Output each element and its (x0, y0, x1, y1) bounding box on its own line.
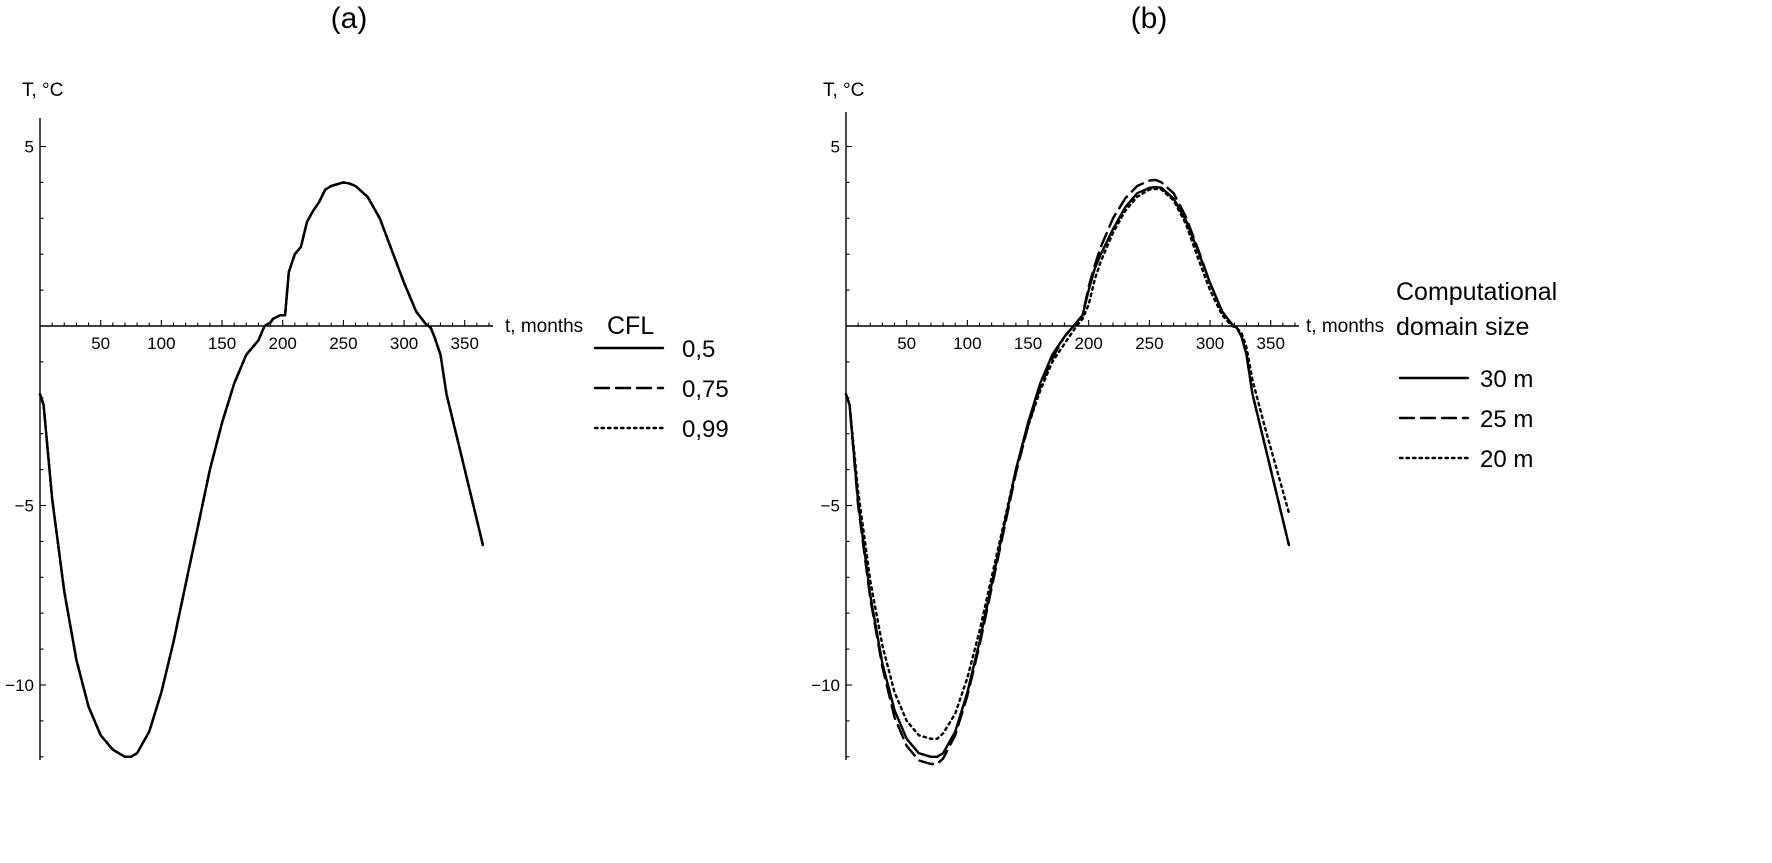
y-tick-label: −10 (811, 676, 840, 695)
legend-label: 25 m (1480, 406, 1533, 433)
panel-label: (b) (1131, 2, 1168, 35)
y-tick-label: −10 (5, 676, 34, 695)
legend-title: domain size (1396, 313, 1529, 341)
legend-label: 30 m (1480, 366, 1533, 393)
series-line-1 (844, 185, 1291, 758)
x-tick-label: 200 (1075, 334, 1103, 353)
legend-label: 0,5 (682, 336, 715, 363)
series-line-2 (38, 181, 485, 758)
chart-b: (b) T, °C 50 100 150 200 250 300 350 t, months 5 −5… (811, 2, 1557, 766)
series-line-2 (844, 178, 1291, 766)
x-tick-label: 100 (147, 334, 175, 353)
x-tick-label: 300 (1196, 334, 1224, 353)
y-axis-label: T, °C (823, 80, 864, 101)
legend-label: 0,99 (682, 416, 729, 443)
x-tick-label: 150 (1014, 334, 1042, 353)
legend-label: 0,75 (682, 376, 729, 403)
x-tick-label: 350 (451, 334, 479, 353)
chart-a: (a) T, °C 50 100 150 200 250 300 350 t, months 5 −5… (5, 2, 729, 760)
x-tick-label: 300 (390, 334, 418, 353)
series-line-1 (38, 181, 485, 758)
y-axis-label: T, °C (22, 80, 63, 101)
x-tick-label: 100 (953, 334, 981, 353)
x-axis-label: t, months (1306, 316, 1384, 337)
x-tick-label: 50 (91, 334, 110, 353)
legend-title: Computational (1396, 278, 1557, 306)
x-tick-label: 250 (329, 334, 357, 353)
panel-label: (a) (331, 2, 368, 35)
y-tick-label: −5 (821, 497, 840, 516)
x-tick-label: 150 (208, 334, 236, 353)
series-line-3 (38, 181, 485, 758)
y-tick-label: −5 (15, 497, 34, 516)
x-axis-label: t, months (505, 316, 583, 337)
legend-title: CFL (607, 312, 654, 340)
legend-label: 20 m (1480, 446, 1533, 473)
x-tick-label: 250 (1135, 334, 1163, 353)
x-tick-label: 50 (897, 334, 916, 353)
y-tick-label: 5 (831, 138, 840, 157)
x-tick-label: 350 (1257, 334, 1285, 353)
series-line-3 (844, 187, 1291, 740)
y-tick-label: 5 (25, 138, 34, 157)
x-tick-label: 200 (269, 334, 297, 353)
